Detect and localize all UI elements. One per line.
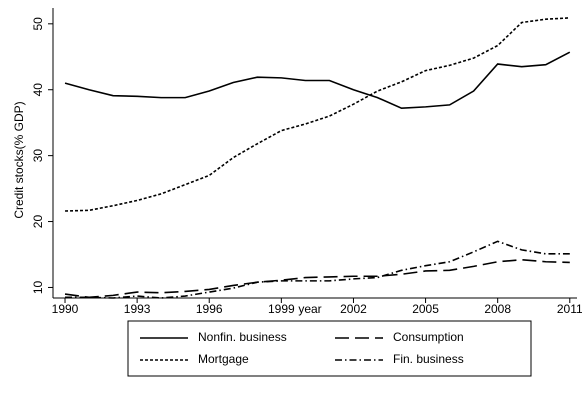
series-line bbox=[64, 51, 571, 109]
legend-label: Fin. business bbox=[393, 352, 464, 366]
x-tick-label: 2008 bbox=[484, 302, 511, 316]
x-tick-label: 2005 bbox=[412, 302, 439, 316]
legend-box bbox=[127, 320, 532, 377]
x-tick-label: 2002 bbox=[340, 302, 367, 316]
y-axis-label: Credit stocks(% GDP) bbox=[12, 101, 26, 218]
legend-label: Consumption bbox=[393, 330, 464, 344]
y-tick-label: 50 bbox=[31, 17, 45, 31]
legend-label: Nonfin. business bbox=[198, 330, 287, 344]
legend-label: Mortgage bbox=[198, 352, 249, 366]
y-tick-label: 20 bbox=[31, 215, 45, 229]
x-tick-label: 1996 bbox=[196, 302, 223, 316]
x-tick-label: 1999 bbox=[268, 302, 295, 316]
series-line bbox=[64, 17, 570, 212]
series-line bbox=[65, 240, 570, 299]
y-tick-label: 30 bbox=[31, 149, 45, 163]
series-line bbox=[64, 258, 570, 299]
x-tick-label: 2011 bbox=[557, 302, 582, 316]
y-tick-label: 10 bbox=[31, 280, 45, 294]
x-tick-label: 1993 bbox=[124, 302, 151, 316]
x-tick-label: 1990 bbox=[52, 302, 79, 316]
y-tick-label: 40 bbox=[31, 83, 45, 97]
x-axis-label: year bbox=[298, 302, 321, 316]
